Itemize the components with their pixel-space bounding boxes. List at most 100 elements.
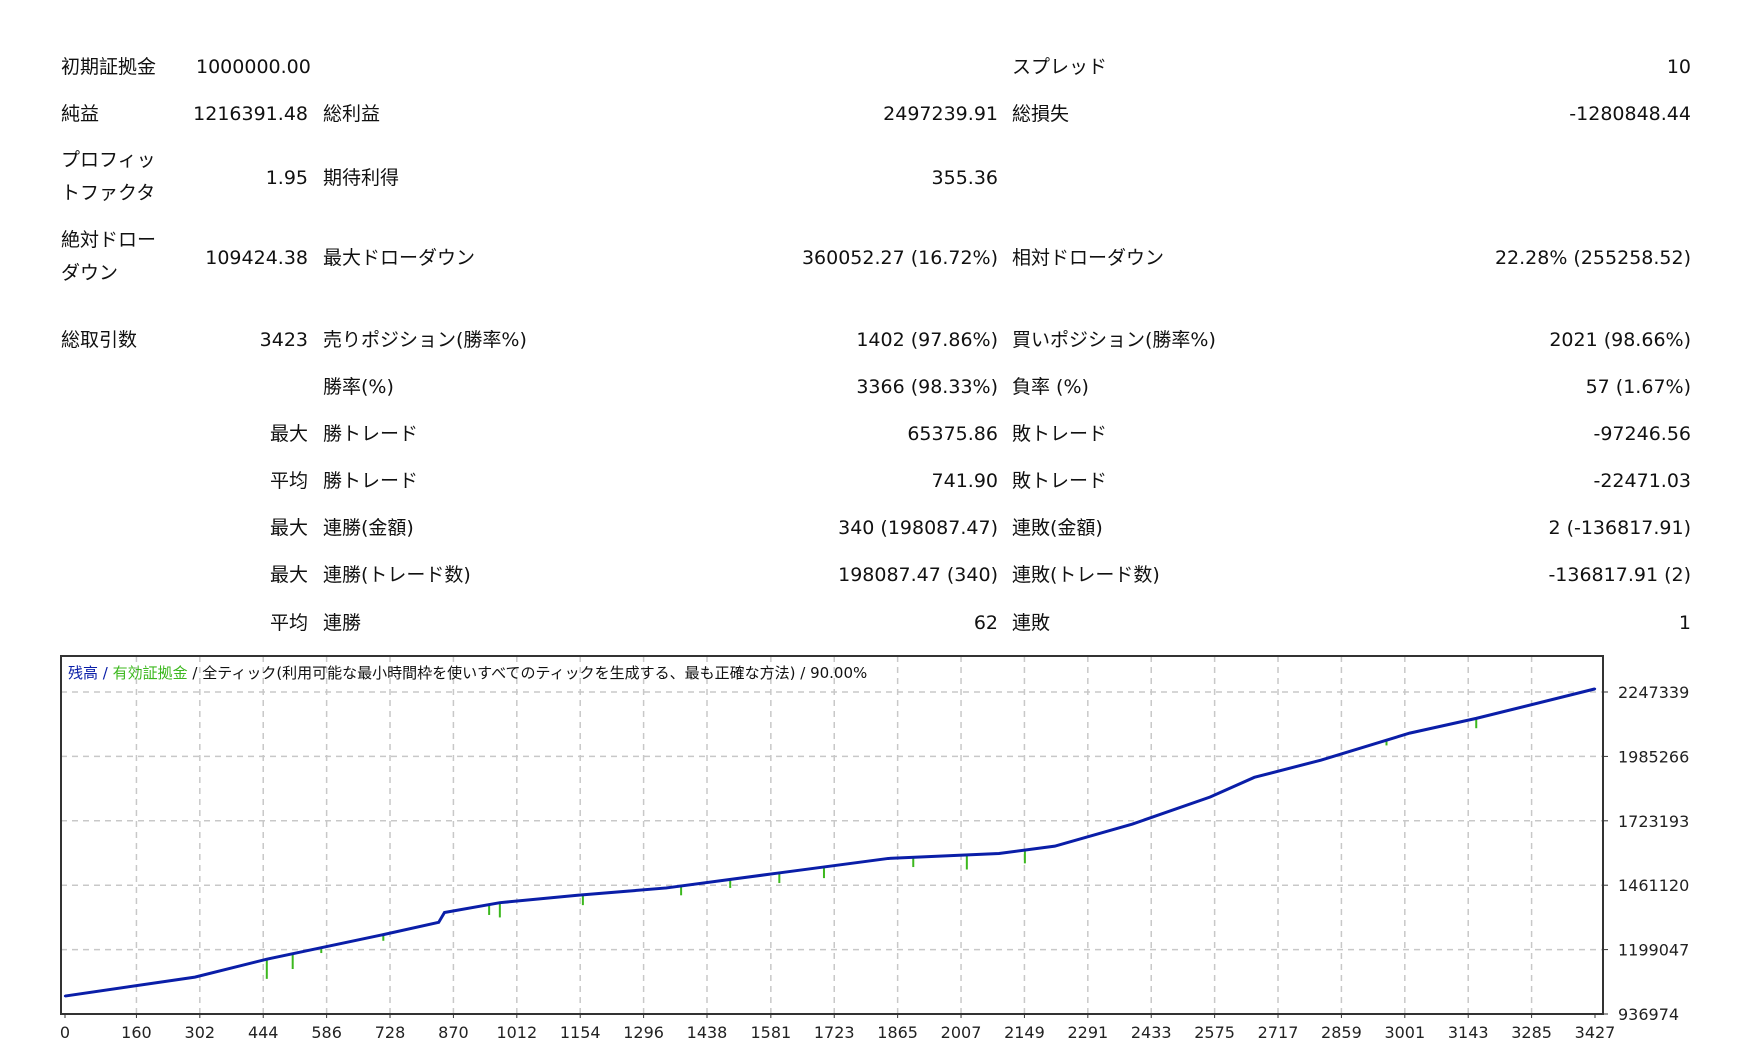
- short-value: 1402 (97.86%): [856, 329, 998, 351]
- balance-point: [665, 886, 668, 890]
- gross-loss-label: 総損失: [1012, 103, 1070, 125]
- balance-point: [382, 933, 385, 936]
- avg-loss-value: -22471.03: [1593, 470, 1691, 492]
- cons-loss-money-value: 2 (-136817.91): [1548, 517, 1691, 539]
- balance-point: [498, 901, 502, 904]
- short-label: 売りポジション(勝率%): [323, 329, 527, 351]
- balance-line: [64, 687, 1596, 998]
- x-tick-label: 3427: [1575, 1023, 1616, 1042]
- x-tick-label: 3001: [1384, 1023, 1425, 1042]
- y-tick-label: 1199047: [1618, 941, 1689, 960]
- x-tick-label: 1296: [623, 1023, 664, 1042]
- initial-deposit-value: 1000000.00: [196, 56, 311, 78]
- cons-loss-money-label: 連敗(金額): [1012, 517, 1103, 539]
- cons-loss-count-value: -136817.91 (2): [1548, 564, 1691, 586]
- balance-point: [576, 894, 579, 897]
- spread-value: 10: [1666, 56, 1691, 78]
- y-tick-label: 1723193: [1618, 812, 1689, 831]
- chart-legend: 残高 / 有効証拠金 / 全ティック(利用可能な最小時間枠を使いすべてのティック…: [68, 662, 867, 683]
- x-tick-label: 160: [121, 1023, 152, 1042]
- x-tick-label: 2859: [1321, 1023, 1362, 1042]
- x-tick-label: 2291: [1067, 1023, 1108, 1042]
- profit-factor-label-2: トファクタ: [61, 182, 156, 204]
- x-tick-label: 2007: [941, 1023, 982, 1042]
- average-label-2: 平均: [269, 612, 308, 634]
- balance-point: [1475, 717, 1478, 720]
- expected-payoff-value: 355.36: [931, 167, 998, 189]
- balance-point: [775, 871, 779, 875]
- loss-rate-value: 57 (1.67%): [1585, 376, 1691, 398]
- balance-point: [1593, 687, 1597, 691]
- x-tick-label: 1154: [560, 1023, 601, 1042]
- avg-cons-loss-label: 連敗: [1012, 612, 1051, 634]
- abs-dd-label: 絶対ドロー: [61, 229, 157, 251]
- initial-deposit-label: 初期証拠金: [61, 56, 157, 78]
- x-tick-label: 1581: [750, 1023, 791, 1042]
- rel-dd-value: 22.28% (255258.52): [1494, 247, 1691, 269]
- balance-point: [63, 994, 67, 998]
- long-label: 買いポジション(勝率%): [1012, 329, 1216, 351]
- max-dd-value: 360052.27 (16.72%): [801, 247, 998, 269]
- x-tick-label: 444: [248, 1023, 279, 1042]
- average-label: 平均: [269, 470, 308, 492]
- x-tick-label: 2149: [1004, 1023, 1045, 1042]
- x-tick-label: 1723: [814, 1023, 855, 1042]
- avg-loss-label: 敗トレード: [1012, 470, 1108, 492]
- cons-loss-count-label: 連敗(トレード数): [1012, 564, 1160, 586]
- y-tick-label: 936974: [1618, 1005, 1679, 1024]
- max-label-2: 最大: [269, 517, 308, 539]
- x-tick-label: 586: [311, 1023, 342, 1042]
- legend-balance: 残高: [68, 664, 99, 682]
- balance-point: [1208, 795, 1212, 799]
- gross-profit-value: 2497239.91: [883, 103, 998, 125]
- gross-profit-label: 総利益: [323, 103, 381, 125]
- balance-point: [887, 857, 890, 860]
- x-tick-label: 2575: [1194, 1023, 1235, 1042]
- largest-loss-value: -97246.56: [1593, 423, 1691, 445]
- balance-point: [1053, 844, 1056, 848]
- spread-label: スプレッド: [1012, 56, 1108, 78]
- legend-separator: /: [187, 664, 203, 682]
- balance-point: [1131, 822, 1134, 826]
- x-tick-label: 3285: [1511, 1023, 1552, 1042]
- gross-loss-value: -1280848.44: [1569, 103, 1691, 125]
- y-tick-label: 1461120: [1618, 876, 1689, 895]
- balance-point: [443, 911, 446, 914]
- largest-win-value: 65375.86: [907, 423, 998, 445]
- loss-rate-label: 負率 (%): [1012, 376, 1089, 398]
- legend-equity: 有効証拠金: [112, 664, 188, 682]
- x-tick-label: 3143: [1448, 1023, 1489, 1042]
- y-tick-label: 2247339: [1618, 683, 1689, 702]
- win-rate-value: 3366 (98.33%): [856, 376, 998, 398]
- max-dd-label: 最大ドローダウン: [323, 247, 476, 269]
- balance-point: [997, 852, 1001, 855]
- x-tick-label: 0: [60, 1023, 70, 1042]
- cons-win-count-value: 198087.47 (340): [838, 564, 998, 586]
- x-tick-label: 2433: [1131, 1023, 1172, 1042]
- avg-cons-win-value: 62: [973, 612, 998, 634]
- plot-frame: [60, 655, 1604, 1015]
- avg-cons-loss-value: 1: [1678, 612, 1691, 634]
- profit-factor-label: プロフィッ: [61, 149, 156, 171]
- abs-dd-value: 109424.38: [205, 247, 308, 269]
- legend-model: 全ティック(利用可能な最小時間枠を使いすべてのティックを生成する、最も正確な方法…: [202, 664, 796, 682]
- largest-label: 最大: [269, 423, 308, 445]
- x-tick-label: 2717: [1258, 1023, 1299, 1042]
- x-tick-label: 1865: [877, 1023, 918, 1042]
- abs-dd-label-2: ダウン: [61, 262, 119, 284]
- balance-point: [1319, 758, 1323, 762]
- y-tick-label: 1985266: [1618, 747, 1689, 766]
- legend-separator: /: [795, 664, 811, 682]
- cons-win-count-label: 連勝(トレード数): [323, 564, 471, 586]
- win-rate-label: 勝率(%): [323, 376, 394, 398]
- expected-payoff-label: 期待利得: [323, 167, 400, 189]
- x-tick-label: 1012: [496, 1023, 537, 1042]
- total-trades-label: 総取引数: [61, 329, 138, 351]
- avg-cons-win-label: 連勝: [323, 612, 362, 634]
- rel-dd-label: 相対ドローダウン: [1012, 247, 1165, 269]
- net-profit-label: 純益: [61, 103, 100, 125]
- cons-win-money-label: 連勝(金額): [323, 517, 414, 539]
- x-tick-label: 728: [375, 1023, 406, 1042]
- balance-point: [193, 975, 197, 979]
